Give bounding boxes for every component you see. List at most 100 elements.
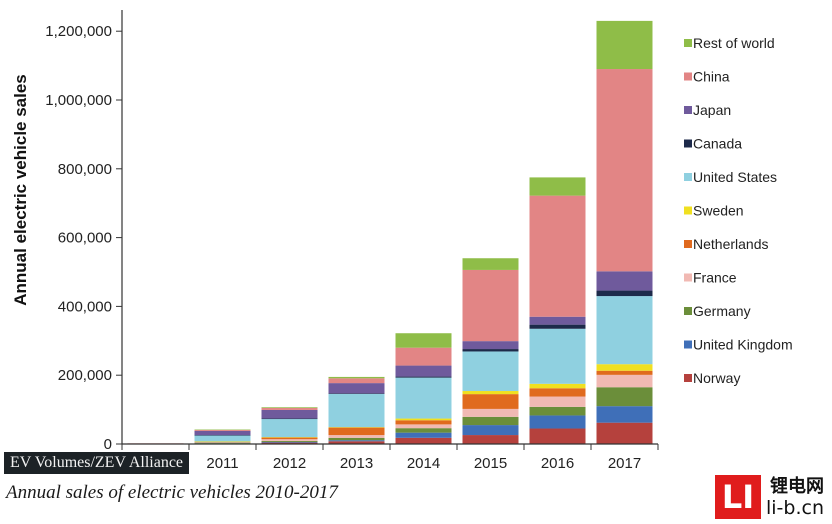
bar-segment-2013-united-states [328,393,385,428]
bar-segment-2017-france [596,374,653,388]
bar-segment-2012-germany [261,440,318,442]
bar-segment-2011-japan [194,430,251,436]
bar-segment-2015-united-kingdom [462,425,519,436]
bar-segment-2012-norway [261,442,318,444]
bar-segment-2013-canada [328,393,385,394]
y-tick-label: 0 [104,436,112,453]
bar-segment-2012-sweden [261,437,318,438]
bar-segment-2014-china [395,347,452,366]
bar-segment-2013-sweden [328,427,385,428]
x-tick-label: 2013 [340,455,373,472]
legend-swatch-netherlands [684,240,692,248]
legend-swatch-united-states [684,173,692,181]
bar-segment-2016-united-states [529,328,586,384]
bar-segment-2017-japan [596,271,653,291]
legend-label-sweden: Sweden [693,203,744,219]
legend-label-germany: Germany [693,303,751,319]
legend-swatch-japan [684,106,692,114]
bar-segment-2014-japan [395,365,452,377]
bar-segment-2016-japan [529,316,586,325]
bar-segment-2015-norway [462,435,519,444]
x-tick-label: 2011 [206,455,238,472]
site-name: 锂电网 [770,476,824,497]
legend-swatch-germany [684,307,692,315]
bar-segment-2014-united-states [395,377,452,419]
y-tick-label: 200,000 [58,367,112,384]
y-tick-label: 1,200,000 [45,23,112,40]
bar-segment-2013-rest-of-world [328,376,385,379]
bar-segment-2016-china [529,195,586,317]
bar-segment-2012-france [261,439,318,441]
legend-label-china: China [693,69,730,85]
bar-segment-2011-germany [194,442,251,444]
bar-segment-2013-norway [328,441,385,444]
source-badge: EV Volumes/ZEV Alliance [4,452,190,474]
bar-segment-2011-rest-of-world [194,429,251,431]
bar-segment-2015-france [462,408,519,417]
bar-segment-2014-sweden [395,418,452,421]
legend-swatch-sweden [684,206,692,215]
bar-segment-2011-united-states [194,435,251,442]
legend-swatch-rest-of-world [684,39,692,47]
bar-segment-2015-sweden [462,391,519,395]
bar-segment-2014-united-kingdom [395,432,452,438]
bar-segment-2011-china [194,429,251,431]
bar-segment-2015-rest-of-world [462,258,519,270]
site-url: li-b.cn [766,497,825,519]
bar-segment-2014-rest-of-world [395,333,452,348]
legend-label-united-kingdom: United Kingdom [693,337,793,353]
bar-segment-2017-germany [596,387,653,407]
bar-segment-2017-china [596,69,653,272]
x-tick-label: 2017 [608,455,641,472]
legend-label-france: France [693,270,737,286]
bar-segment-2013-china [328,378,385,384]
bar-segment-2016-rest-of-world [529,177,586,196]
legend-swatch-france [684,273,692,282]
x-tick-label: 2014 [407,455,440,472]
bar-segment-2012-china [261,407,318,410]
legend-label-norway: Norway [693,370,740,386]
bar-segment-2017-sweden [596,364,653,371]
legend-swatch-china [684,72,692,81]
bar-segment-2017-norway [596,422,653,444]
bar-segment-2013-japan [328,383,385,394]
bar-segment-2014-germany [395,428,452,433]
bar-segment-2015-canada [462,349,519,352]
y-tick-label: 1,000,000 [45,92,112,109]
bar-segment-2011-sweden [194,441,251,442]
bar-segment-2013-netherlands [328,427,385,436]
bar-segment-2012-united-states [261,418,318,438]
legend-label-rest-of-world: Rest of world [693,35,775,51]
bar-segment-2015-netherlands [462,394,519,409]
bar-segment-2017-netherlands [596,370,653,375]
figure-caption: Annual sales of electric vehicles 2010-2… [6,482,338,503]
bar-segment-2017-rest-of-world [596,20,653,70]
legend-swatch-united-kingdom [684,340,692,349]
bar-segment-2014-norway [395,437,452,444]
bar-segment-2011-canada [194,435,251,436]
bar-segment-2012-united-kingdom [261,441,318,443]
bar-segment-2015-germany [462,416,519,426]
bar-segment-2013-germany [328,437,385,441]
bar-segment-2017-united-states [596,296,653,365]
legend-label-netherlands: Netherlands [693,236,769,252]
legend-swatch-norway [684,374,692,382]
bar-segment-2016-canada [529,324,586,329]
bar-segment-2017-canada [596,290,653,297]
bar-segment-2012-rest-of-world [261,407,318,408]
bar-segment-2012-canada [261,418,318,420]
bar-segment-2016-netherlands [529,388,586,397]
bar-segment-2016-norway [529,428,586,444]
y-tick-label: 800,000 [58,161,112,178]
bar-segment-2016-france [529,396,586,407]
bar-segment-2012-japan [261,409,318,419]
y-tick-label: 600,000 [58,230,112,247]
x-tick-label: 2015 [474,455,507,472]
bar-segment-2013-united-kingdom [328,440,385,442]
y-axis-title: Annual electric vehicle sales [11,74,30,306]
bar-segment-2015-japan [462,341,519,350]
bar-segment-2016-germany [529,406,586,416]
bar-segment-2015-china [462,269,519,342]
bar-segment-2014-france [395,424,452,429]
